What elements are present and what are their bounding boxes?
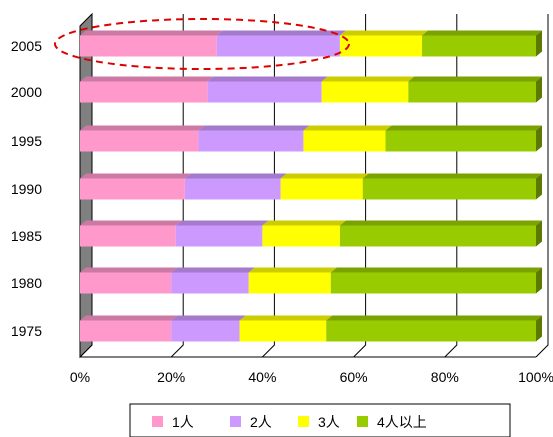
legend-label: 4人以上 [377,414,427,430]
bar-top [80,30,223,36]
bar-top [362,173,542,179]
bar-top [80,315,178,321]
bar-segment [171,320,240,342]
bar-segment [216,35,340,57]
bar-top [422,30,542,36]
bar-segment [339,35,422,57]
bar-segment [198,130,304,152]
bar-segment [80,35,217,57]
bar-segment [207,81,322,103]
bar-segment [175,225,263,247]
gridline [353,14,367,358]
y-tick-label: 1980 [11,275,42,291]
bar-segment [80,320,172,342]
bar-top [80,173,191,179]
bar-top [216,30,346,36]
bar-segment [80,81,208,103]
bar-top [280,173,369,179]
legend-label: 1人 [172,414,194,430]
y-tick-label: 1985 [11,228,42,244]
y-tick-label: 2000 [11,84,42,100]
legend-label: 2人 [250,414,272,430]
bar-segment [184,178,281,200]
x-tick-label: 20% [157,369,185,385]
bar-segment [80,130,199,152]
gridline [170,14,184,358]
bar-top [184,173,287,179]
grid-lines [79,14,549,358]
x-tick-label: 60% [340,369,368,385]
bar-top [321,76,415,82]
bar-top [80,267,178,273]
bar-side [536,30,542,57]
bar-segment [80,178,185,200]
bar-top [171,267,255,273]
bar-top [262,220,346,226]
bar-segment [303,130,386,152]
y-tick-label: 1975 [11,323,42,339]
bar-segment [422,35,536,57]
bar-top [330,267,542,273]
bar-side [536,76,542,103]
bar-top [80,125,205,131]
bar-segment [80,225,176,247]
x-tick-label: 80% [431,369,459,385]
legend-swatch [298,416,309,427]
bar-side [536,125,542,152]
gridline [535,14,549,358]
bar-top [80,76,214,82]
bar-top [326,315,542,321]
legend: 1人 2人 3人 4人以上 [129,403,511,437]
y-tick-label: 2005 [11,38,42,54]
bar-segment [262,225,340,247]
bar-top [248,267,337,273]
bar-segment [326,320,536,342]
bar-top [239,315,333,321]
x-tick-label: 100% [518,369,553,385]
legend-box [129,403,511,437]
legend-swatch [357,416,368,427]
bar-segment [339,225,536,247]
highlight-ellipse [54,18,350,70]
gridline [444,14,458,358]
highlight-annotation [54,18,350,70]
bars [80,30,542,342]
bar-top [385,125,542,131]
bar-top [175,220,269,226]
bar-top [171,315,246,321]
bar-side [536,267,542,294]
legend-label: 3人 [318,414,340,430]
bar-segment [248,272,331,294]
legend-swatch [152,416,163,427]
bar-side [536,220,542,247]
bar-top [339,30,428,36]
x-tick-labels: 0% 20% 40% 60% 80% 100% [70,369,553,385]
bar-top [339,220,542,226]
y-tick-labels: 2005 2000 1995 1990 1985 1980 1975 [11,38,42,339]
y-tick-label: 1995 [11,133,42,149]
bar-segment [385,130,536,152]
bar-segment [330,272,536,294]
x-tick-label: 40% [248,369,276,385]
bar-segment [408,81,536,103]
bar-segment [171,272,249,294]
x-tick-label: 0% [70,369,90,385]
bar-top [80,220,182,226]
bar-side [536,315,542,342]
bar-top [207,76,328,82]
bar-side [536,173,542,200]
bar-top [303,125,392,131]
bar-segment [80,272,172,294]
bar-segment [239,320,327,342]
bar-segment [280,178,363,200]
y-tick-label: 1990 [11,181,42,197]
bar-top [198,125,310,131]
gridline [262,14,275,358]
legend-swatch [230,416,241,427]
bar-top [408,76,542,82]
bar-segment [321,81,409,103]
bar-segment [362,178,536,200]
